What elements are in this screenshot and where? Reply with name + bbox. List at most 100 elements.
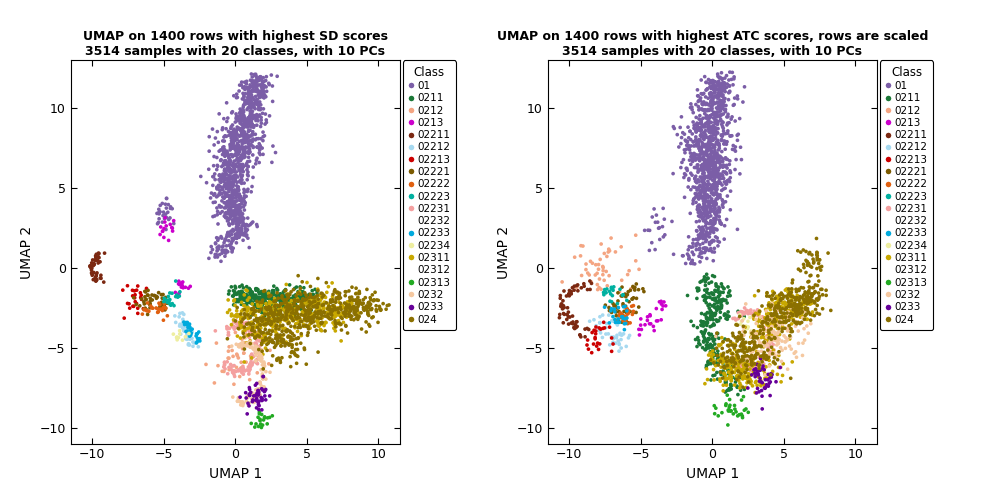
Point — [171, 327, 187, 335]
Point — [716, 352, 732, 360]
Point — [258, 116, 274, 124]
Point — [235, 318, 251, 326]
Point — [744, 361, 760, 369]
Point — [234, 176, 250, 184]
Point — [697, 175, 713, 183]
Point — [753, 334, 769, 342]
Point — [756, 339, 772, 347]
Point — [298, 360, 314, 368]
Point — [699, 322, 715, 330]
Point — [293, 300, 309, 308]
Point — [223, 151, 239, 159]
Point — [300, 313, 317, 321]
Point — [735, 383, 751, 391]
Point — [722, 167, 738, 175]
Point — [716, 82, 732, 90]
Point — [721, 362, 737, 370]
Point — [718, 198, 734, 206]
Point — [688, 140, 705, 148]
Point — [313, 311, 330, 320]
Point — [720, 308, 736, 316]
Point — [610, 304, 626, 312]
Point — [737, 372, 753, 381]
Point — [317, 292, 333, 300]
Point — [694, 116, 710, 124]
Point — [242, 121, 258, 129]
Point — [314, 293, 331, 301]
Point — [648, 304, 664, 312]
Point — [175, 319, 192, 327]
Point — [780, 301, 796, 309]
Point — [237, 78, 253, 86]
Point — [258, 305, 274, 313]
Point — [709, 155, 725, 163]
Point — [695, 227, 711, 235]
Point — [736, 314, 752, 323]
Point — [696, 192, 712, 200]
Point — [673, 134, 689, 142]
Point — [694, 232, 710, 240]
Point — [229, 323, 245, 331]
Point — [230, 214, 246, 222]
Point — [238, 133, 254, 141]
Point — [232, 213, 248, 221]
Point — [704, 238, 720, 246]
Point — [703, 199, 719, 207]
Point — [748, 351, 764, 359]
Point — [264, 316, 280, 324]
Point — [248, 334, 264, 342]
Point — [690, 233, 707, 241]
Point — [764, 299, 780, 307]
Point — [217, 137, 233, 145]
Point — [762, 324, 778, 332]
Point — [265, 300, 281, 308]
Point — [696, 184, 712, 193]
Point — [192, 337, 208, 345]
Point — [296, 289, 312, 297]
Point — [799, 258, 815, 266]
Point — [712, 375, 728, 383]
Point — [564, 318, 581, 326]
Point — [320, 305, 336, 313]
Point — [252, 304, 268, 312]
Point — [262, 299, 278, 307]
Point — [247, 390, 263, 398]
Point — [229, 130, 245, 138]
Point — [248, 76, 264, 84]
Point — [232, 201, 248, 209]
Point — [748, 344, 764, 352]
Point — [780, 302, 796, 310]
Point — [219, 151, 235, 159]
Point — [286, 332, 302, 340]
Point — [706, 291, 722, 299]
Point — [300, 314, 317, 322]
Point — [712, 206, 728, 214]
Point — [237, 310, 253, 318]
Point — [615, 291, 631, 299]
Point — [233, 176, 249, 184]
Point — [709, 212, 725, 220]
Point — [705, 371, 721, 380]
Point — [731, 376, 747, 385]
Point — [234, 313, 250, 321]
Point — [212, 191, 228, 199]
Point — [781, 313, 797, 321]
Point — [222, 241, 238, 249]
Point — [696, 189, 712, 197]
Point — [272, 294, 288, 302]
Point — [248, 285, 264, 293]
Point — [656, 215, 672, 223]
Point — [749, 360, 765, 368]
Point — [582, 285, 598, 293]
Point — [713, 82, 729, 90]
Point — [224, 194, 240, 202]
Point — [136, 300, 152, 308]
Point — [263, 318, 279, 326]
Point — [705, 342, 721, 350]
Point — [711, 177, 727, 185]
Point — [690, 92, 707, 100]
Point — [714, 409, 730, 417]
Point — [252, 355, 268, 363]
Point — [243, 117, 259, 125]
Point — [783, 285, 799, 293]
